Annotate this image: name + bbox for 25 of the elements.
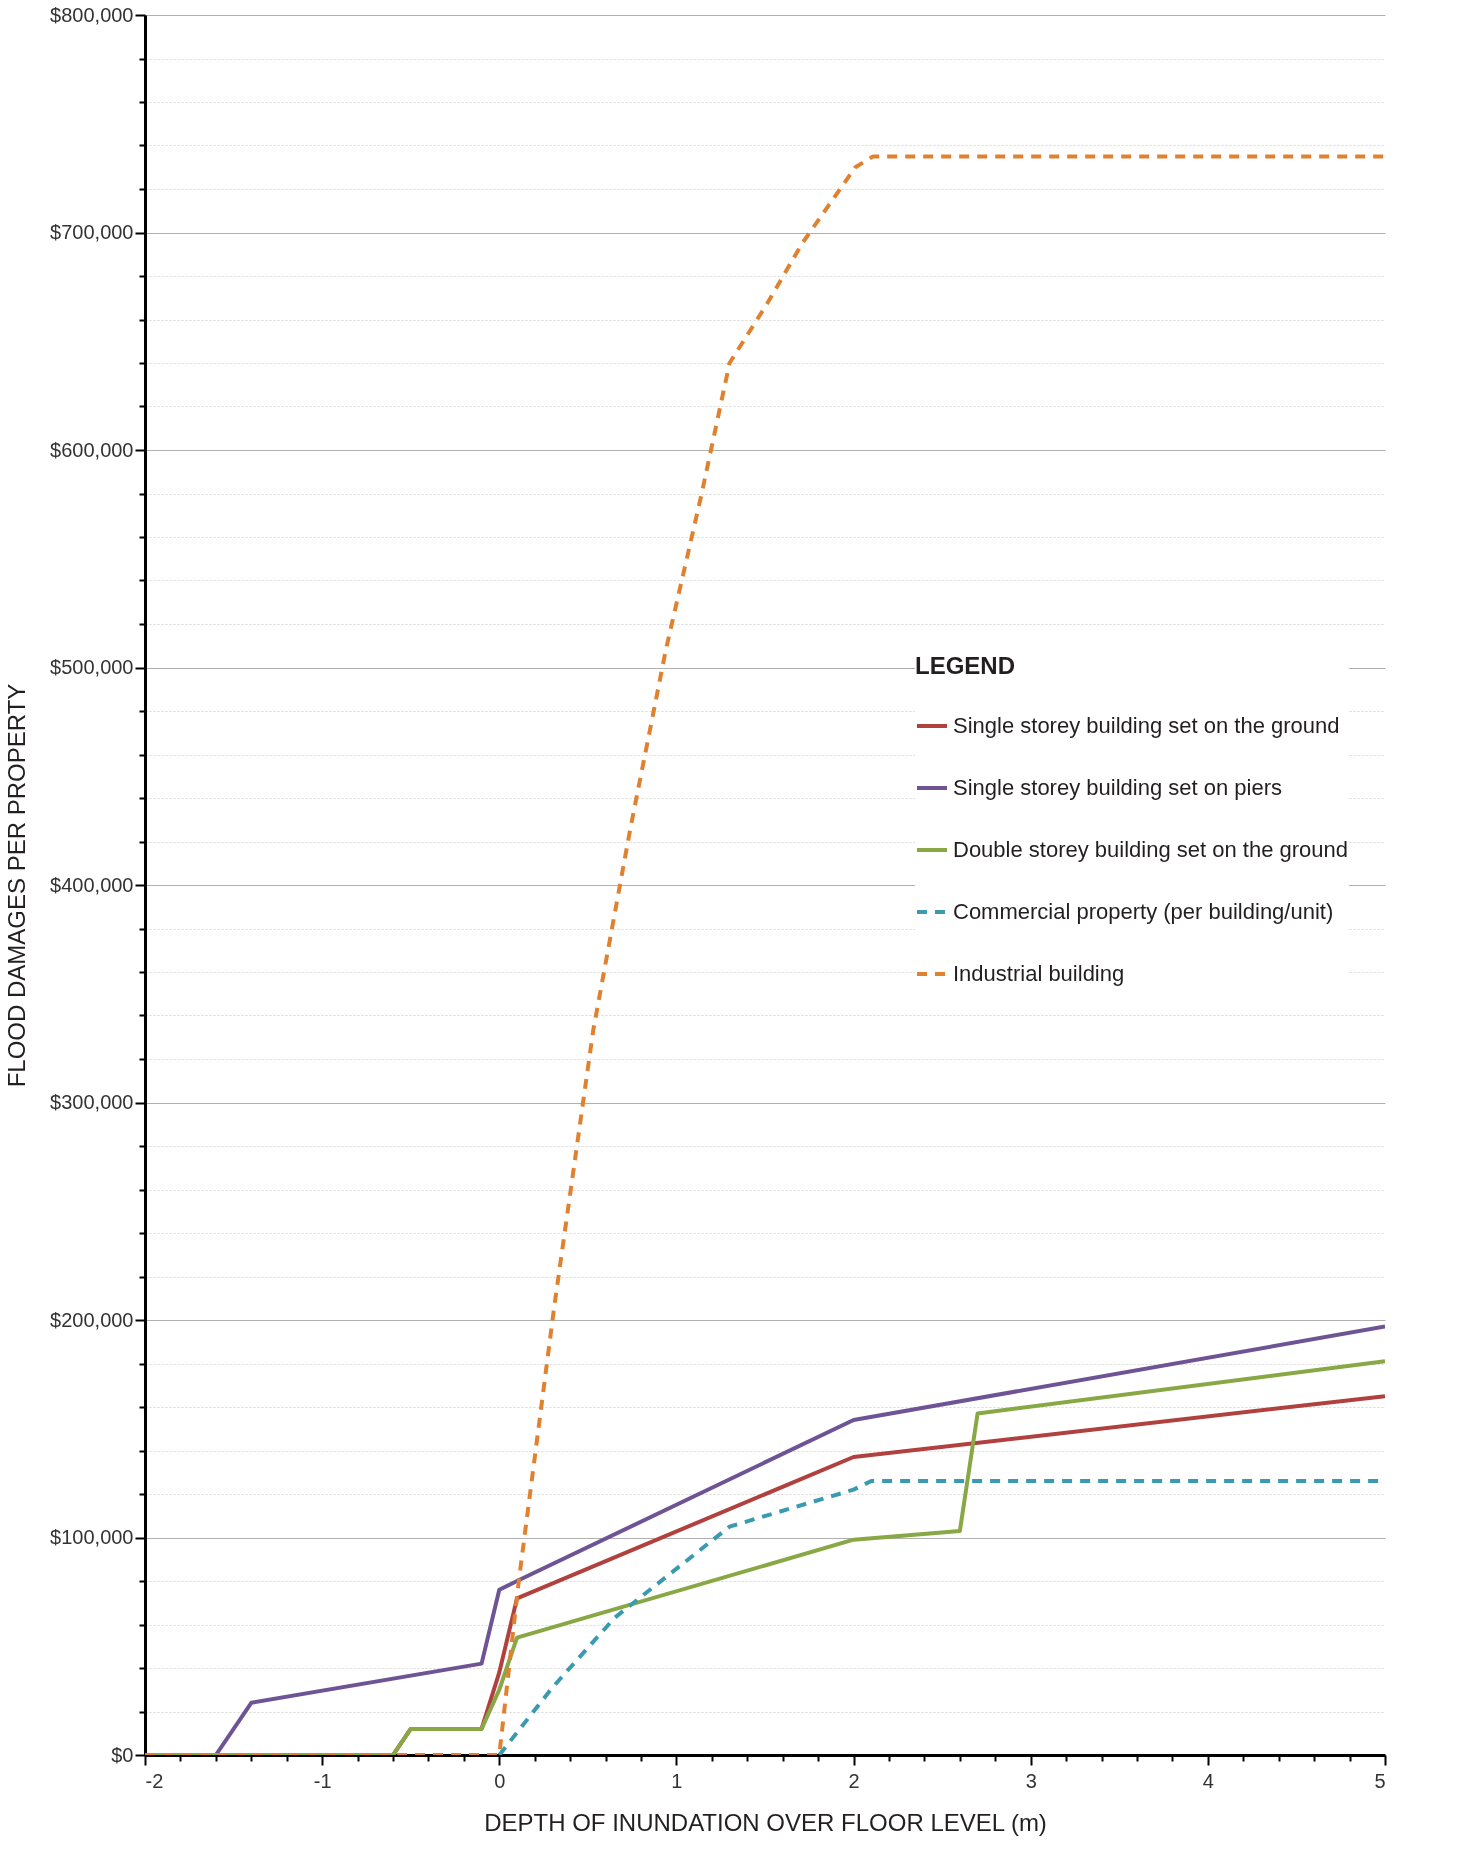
x-tick-label: 5 <box>1374 1769 1386 1792</box>
y-tick-label: $800,000 <box>50 3 134 26</box>
x-tick-label: 2 <box>848 1769 860 1792</box>
y-tick-label: $100,000 <box>50 1526 134 1548</box>
x-tick-label: -1 <box>313 1769 332 1792</box>
y-tick-label: $200,000 <box>50 1308 134 1331</box>
y-tick-label: $700,000 <box>50 221 134 243</box>
x-tick-label: 3 <box>1025 1769 1037 1792</box>
y-tick-label: $400,000 <box>50 873 134 896</box>
legend-label: Single storey building set on the ground <box>953 713 1340 738</box>
x-tick-label: 1 <box>671 1769 683 1792</box>
x-tick-label: 0 <box>494 1769 506 1792</box>
legend-title: LEGEND <box>915 652 1016 679</box>
x-axis-title: DEPTH OF INUNDATION OVER FLOOR LEVEL (m) <box>484 1808 1047 1836</box>
y-tick-label: $500,000 <box>50 656 134 678</box>
y-tick-label: $600,000 <box>50 438 134 461</box>
legend-label: Commercial property (per building/unit) <box>953 899 1334 924</box>
x-tick-label: -2 <box>145 1769 164 1792</box>
x-tick-label: 4 <box>1202 1769 1214 1792</box>
legend-label: Single storey building set on piers <box>953 775 1282 800</box>
legend-label: Double storey building set on the ground <box>953 837 1349 862</box>
y-axis-title: FLOOD DAMAGES PER PROPERTY <box>3 683 31 1088</box>
legend-label: Industrial building <box>953 961 1125 986</box>
y-tick-label: $0 <box>111 1743 134 1766</box>
y-tick-label: $300,000 <box>50 1091 134 1113</box>
